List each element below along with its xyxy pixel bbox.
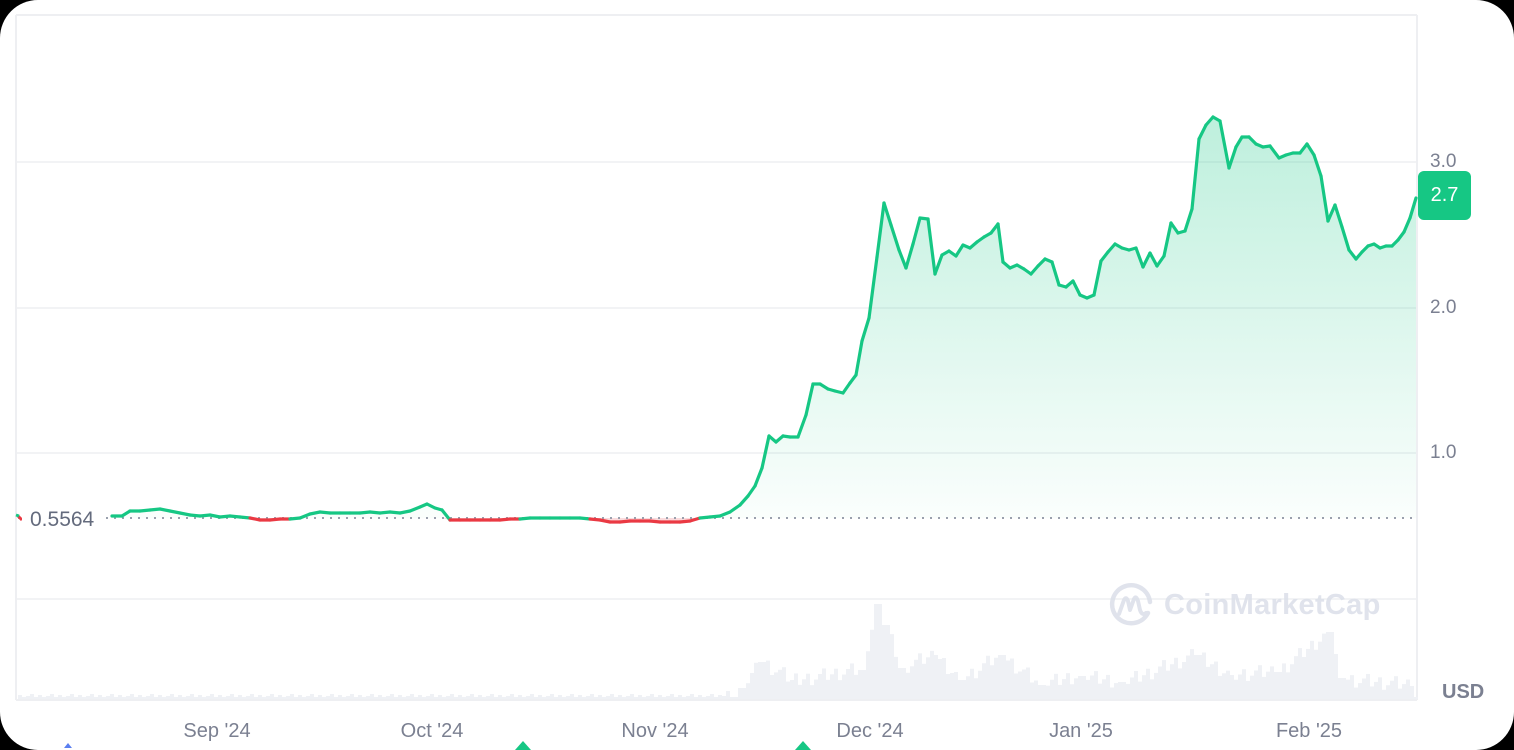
current-price-badge: 2.7	[1418, 171, 1471, 220]
price-area-fill	[112, 117, 1416, 518]
event-marker-icon[interactable]	[515, 741, 531, 750]
watermark-text: CoinMarketCap	[1164, 588, 1381, 621]
y-axis-label: 2.0	[1430, 297, 1457, 318]
price-line	[110, 115, 1418, 524]
x-axis-label: Feb '25	[1275, 720, 1343, 742]
event-marker-icon[interactable]	[795, 741, 811, 750]
volume-bars	[18, 604, 1418, 699]
event-marker-small-icon[interactable]	[64, 743, 72, 748]
price-line-stub-up	[15, 513, 20, 518]
x-axis-label: Oct '24	[400, 720, 464, 742]
currency-label[interactable]: USD	[1442, 681, 1485, 703]
coinmarketcap-watermark: CoinMarketCap	[1106, 580, 1381, 630]
x-axis-label: Nov '24	[621, 720, 689, 742]
y-axis-label: 1.0	[1430, 442, 1457, 463]
x-axis-label: Jan '25	[1049, 720, 1113, 742]
baseline-price-label: 0.5564	[22, 508, 103, 532]
x-axis-label: Dec '24	[836, 720, 904, 742]
y-axis-label: 3.0	[1430, 151, 1457, 172]
x-axis-label: Sep '24	[183, 720, 251, 742]
coinmarketcap-logo-icon	[1109, 583, 1153, 626]
